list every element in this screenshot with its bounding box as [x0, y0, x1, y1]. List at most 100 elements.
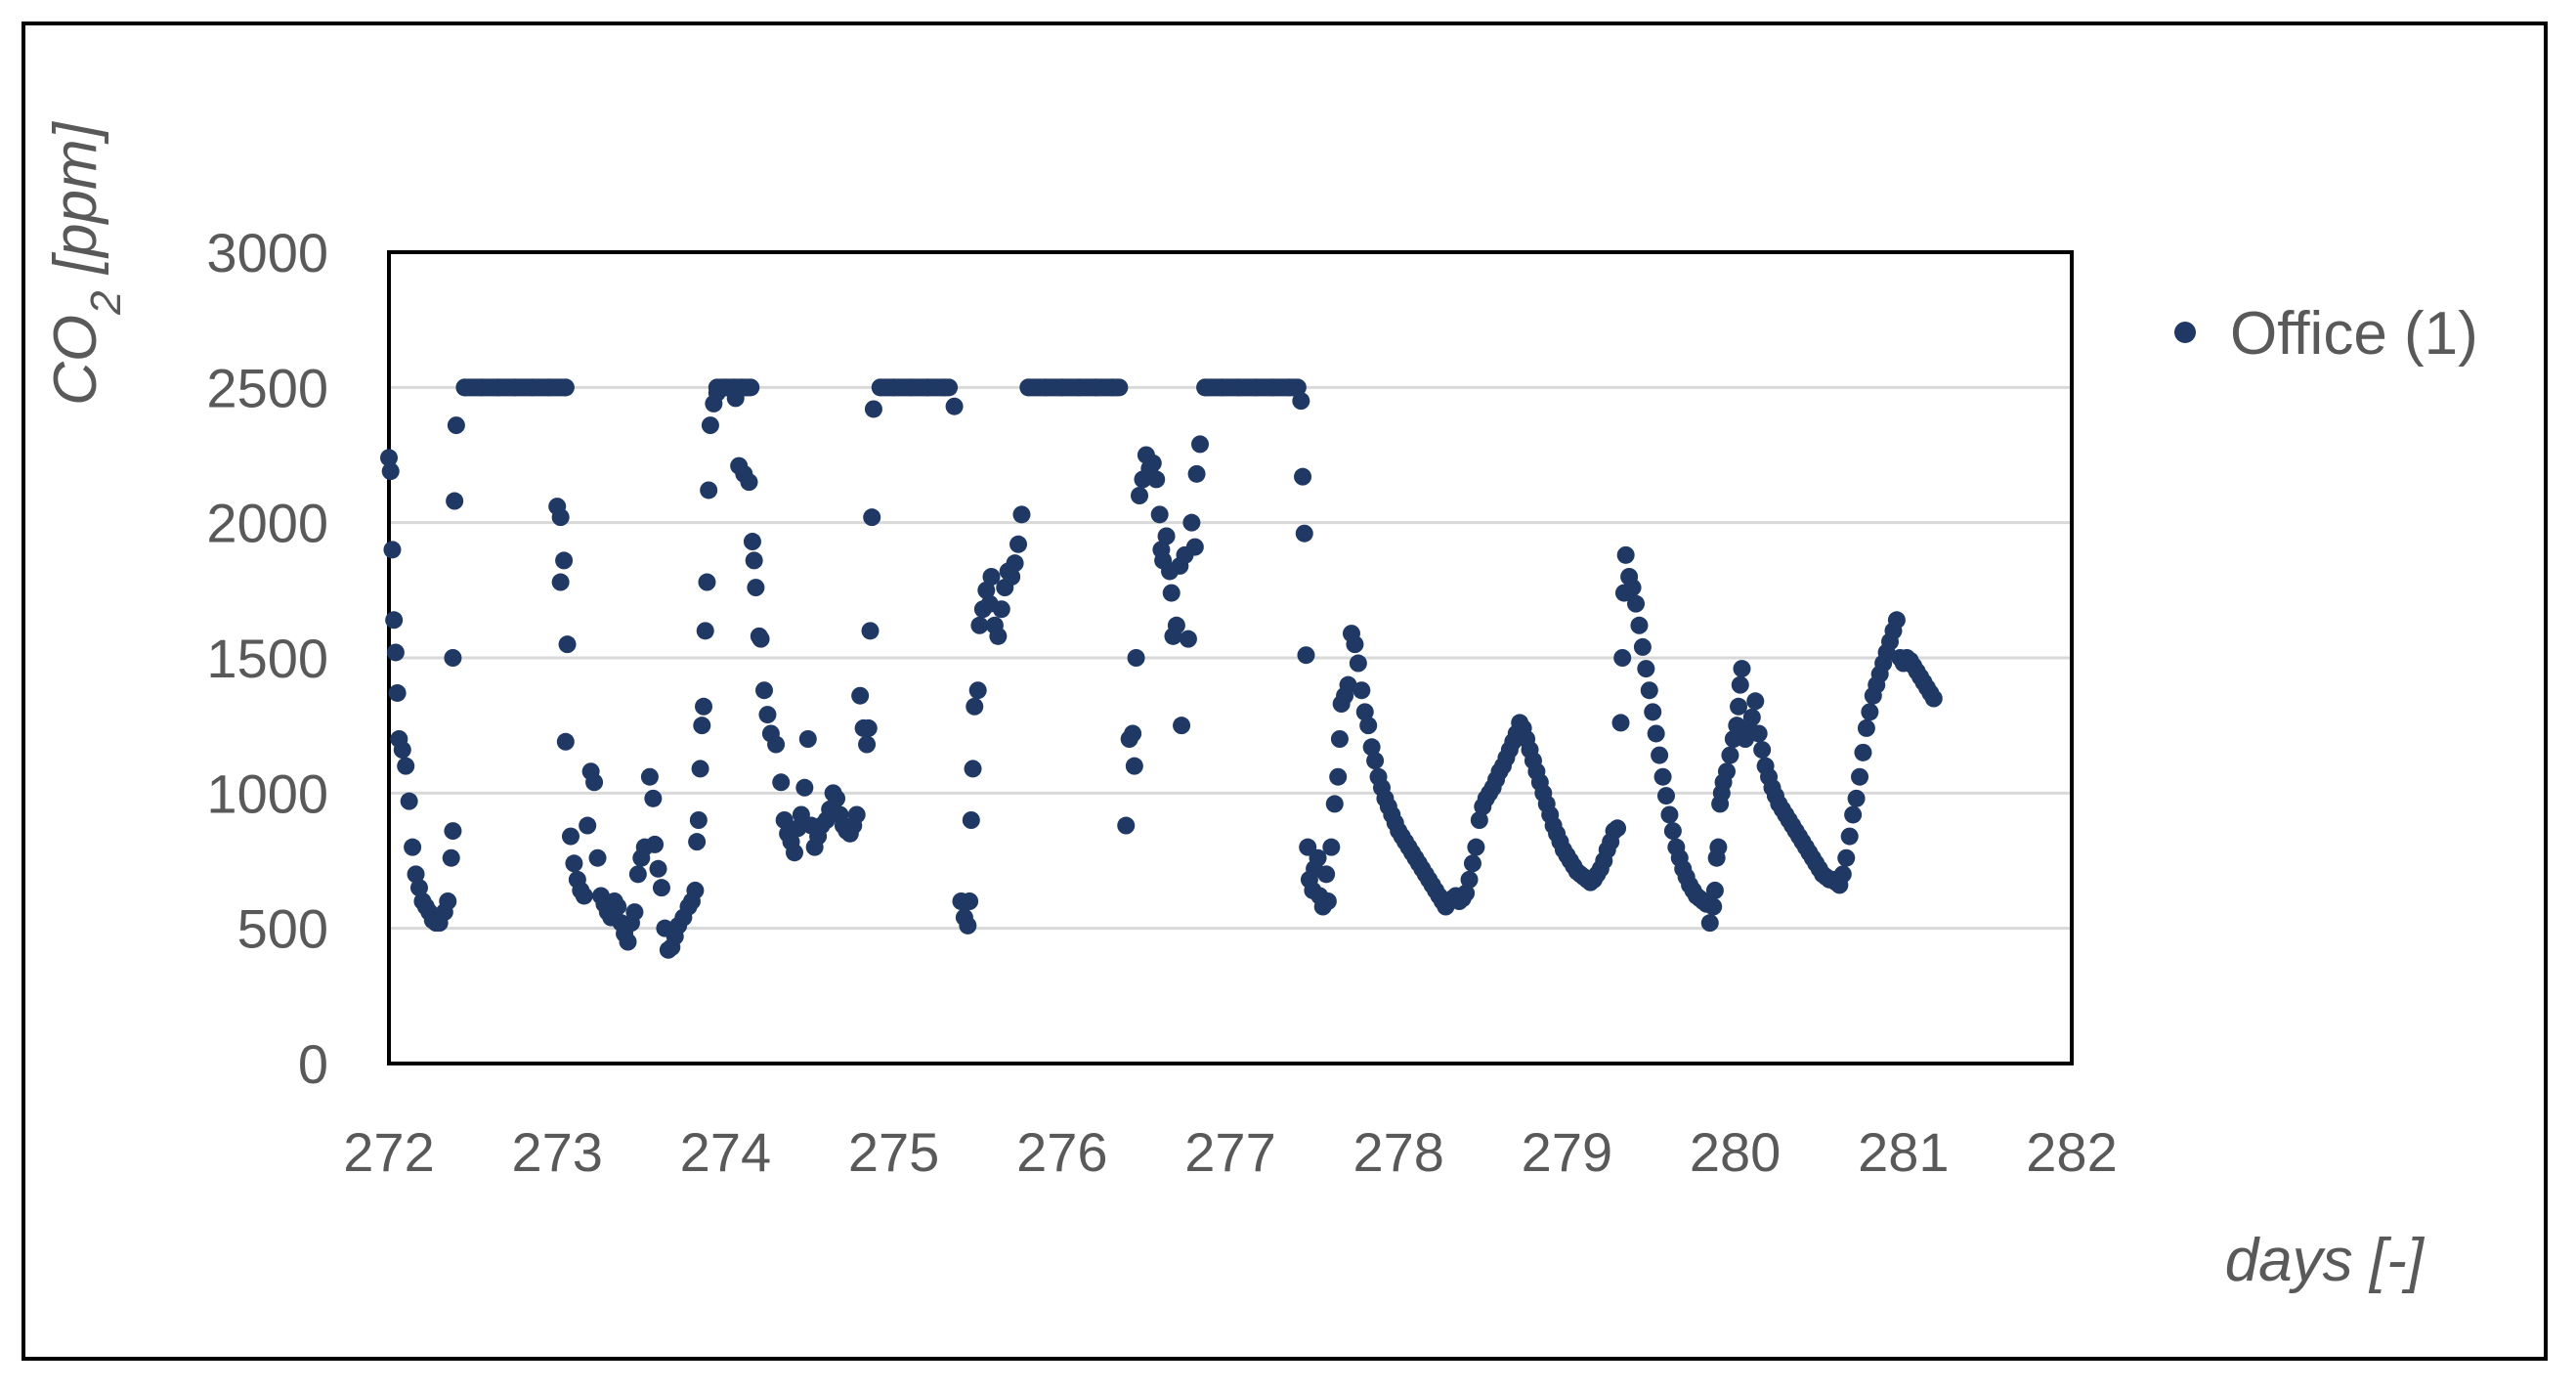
- legend-label: Office (1): [2230, 300, 2478, 368]
- data-point: [1730, 697, 1748, 716]
- data-point: [1297, 646, 1315, 665]
- data-point: [751, 630, 770, 648]
- data-point: [863, 508, 881, 527]
- data-point: [1717, 762, 1736, 781]
- data-point: [1733, 660, 1751, 678]
- data-point: [1721, 746, 1739, 764]
- data-point: [556, 378, 575, 397]
- y-tick-label: 2500: [206, 357, 328, 418]
- data-point: [628, 865, 647, 884]
- data-point: [1630, 616, 1649, 634]
- data-point: [1179, 630, 1197, 648]
- data-point: [1623, 579, 1642, 597]
- data-point: [859, 718, 878, 737]
- data-point: [1173, 717, 1191, 735]
- data-point: [1709, 838, 1728, 856]
- data-point: [1457, 884, 1476, 902]
- x-axis-ticks: 272 273 274 275 276 277 278 279 280 281 282: [343, 1121, 2117, 1183]
- data-point: [858, 735, 877, 754]
- data-point: [745, 551, 763, 570]
- data-point: [1609, 819, 1627, 838]
- data-point: [558, 635, 577, 654]
- data-point: [1753, 741, 1772, 760]
- data-point: [556, 732, 575, 751]
- data-point: [383, 541, 402, 559]
- data-point: [1647, 724, 1665, 743]
- data-point: [575, 887, 593, 905]
- data-point: [1844, 805, 1863, 824]
- data-point: [1346, 635, 1364, 654]
- data-point: [565, 854, 583, 873]
- y-axis-title-main: CO: [42, 315, 109, 406]
- data-point: [982, 568, 1001, 586]
- data-point: [1742, 708, 1761, 726]
- data-point: [1009, 535, 1028, 553]
- data-point: [1117, 816, 1136, 835]
- data-point: [966, 697, 984, 716]
- x-tick-label: 280: [1690, 1121, 1781, 1183]
- data-point: [992, 600, 1010, 619]
- data-point: [1749, 724, 1768, 743]
- data-point: [385, 611, 404, 630]
- data-point: [695, 697, 713, 716]
- data-point: [397, 757, 415, 775]
- data-point: [1157, 527, 1176, 545]
- data-point: [1640, 681, 1658, 700]
- data-point: [795, 778, 814, 797]
- y-tick-label: 500: [237, 898, 328, 960]
- data-point: [798, 730, 817, 748]
- data-point: [1463, 854, 1481, 873]
- data-point: [1124, 724, 1142, 743]
- data-point: [1627, 594, 1646, 613]
- data-point: [775, 811, 794, 829]
- x-tick-label: 281: [1858, 1121, 1949, 1183]
- data-point: [1644, 703, 1662, 721]
- data-point: [646, 835, 665, 853]
- x-tick-label: 278: [1352, 1121, 1443, 1183]
- data-point: [691, 760, 709, 778]
- data-point: [1292, 392, 1310, 411]
- data-point: [847, 805, 866, 824]
- data-point: [1150, 505, 1169, 524]
- data-point: [1352, 681, 1371, 700]
- data-point: [698, 573, 716, 591]
- y-tick-label: 2000: [206, 493, 328, 554]
- data-point: [1633, 637, 1652, 656]
- data-point: [404, 838, 422, 856]
- data-point: [1731, 675, 1749, 694]
- data-point: [1460, 870, 1479, 889]
- data-point: [444, 822, 462, 841]
- data-point: [444, 649, 462, 667]
- data-point: [1746, 692, 1765, 711]
- data-point: [1656, 787, 1675, 805]
- x-tick-label: 279: [1522, 1121, 1612, 1183]
- y-axis-title-subscript: 2: [82, 290, 130, 315]
- data-point: [1833, 865, 1852, 884]
- data-point: [1704, 897, 1723, 916]
- data-point: [700, 481, 718, 500]
- x-tick-label: 282: [2026, 1121, 2117, 1183]
- data-point: [1857, 718, 1875, 737]
- data-point: [945, 397, 964, 415]
- data-point: [1162, 584, 1181, 602]
- data-point: [689, 811, 708, 829]
- data-point: [747, 579, 765, 597]
- data-point: [964, 760, 982, 778]
- y-tick-label: 3000: [206, 222, 328, 283]
- data-point: [1613, 649, 1632, 667]
- data-point: [640, 767, 659, 786]
- data-point: [1131, 487, 1149, 504]
- data-point: [1611, 714, 1630, 732]
- data-point: [588, 848, 607, 867]
- y-tick-label: 0: [298, 1033, 328, 1095]
- data-point: [1861, 703, 1879, 721]
- data-point: [609, 897, 627, 916]
- data-point: [1294, 467, 1312, 486]
- data-point: [786, 844, 804, 862]
- data-point: [1359, 717, 1378, 735]
- data-point: [393, 741, 411, 760]
- data-point: [1470, 811, 1488, 829]
- x-tick-label: 273: [511, 1121, 602, 1183]
- data-point: [686, 881, 705, 899]
- data-point: [1287, 378, 1306, 397]
